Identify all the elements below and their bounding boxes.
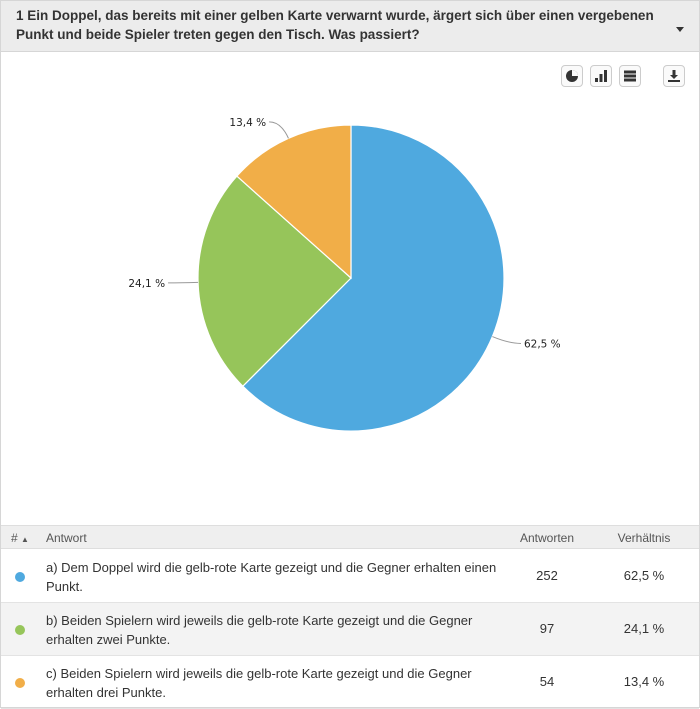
- table-row: c) Beiden Spielern wird jeweils die gelb…: [1, 656, 699, 709]
- ratio-header: Verhältnis: [617, 531, 671, 545]
- table-header: # ▲ Antwort Antworten Verhältnis: [1, 525, 699, 549]
- data-label: 24,1 %: [128, 278, 165, 290]
- table-row: b) Beiden Spielern wird jeweils die gelb…: [1, 603, 699, 656]
- download-button[interactable]: [663, 65, 685, 87]
- data-label: 13,4 %: [229, 117, 266, 129]
- download-icon: [668, 70, 680, 82]
- chart-area: 62,5 % 24,1 % 13,4 %: [1, 53, 699, 525]
- answer-count: 252: [536, 568, 558, 583]
- pie-chart-icon: [566, 70, 578, 82]
- data-label-connector: [492, 336, 521, 344]
- sort-caret-icon: ▲: [21, 535, 29, 544]
- sort-number-header[interactable]: # ▲: [11, 531, 29, 545]
- answer-count: 97: [539, 621, 555, 636]
- bar-chart-view-button[interactable]: [590, 65, 612, 87]
- question-header[interactable]: 1 Ein Doppel, das bereits mit einer gelb…: [1, 1, 699, 52]
- answer-count: 54: [539, 674, 555, 689]
- pie-chart: 62,5 % 24,1 % 13,4 %: [128, 117, 561, 432]
- pie-chart-view-button[interactable]: [561, 65, 583, 87]
- data-label-connector: [269, 121, 289, 139]
- answer-ratio: 13,4 %: [623, 674, 665, 689]
- data-label: 62,5 %: [524, 338, 561, 350]
- table-row: a) Dem Doppel wird die gelb-rote Karte g…: [1, 550, 699, 603]
- collapse-caret-icon[interactable]: [676, 27, 684, 32]
- pie-slice[interactable]: [197, 175, 352, 388]
- answer-header: Antwort: [46, 531, 87, 545]
- num-header-label: #: [11, 531, 18, 545]
- bar-chart-icon: [595, 70, 607, 82]
- legend-dot: [15, 678, 25, 688]
- legend-dot: [15, 572, 25, 582]
- data-label-connector: [168, 281, 199, 284]
- count-header: Antworten: [519, 531, 575, 545]
- table-icon: [624, 70, 636, 82]
- answer-ratio: 24,1 %: [623, 621, 665, 636]
- table-view-button[interactable]: [619, 65, 641, 87]
- answer-text: a) Dem Doppel wird die gelb-rote Karte g…: [46, 560, 497, 594]
- question-title: 1 Ein Doppel, das bereits mit einer gelb…: [16, 8, 654, 42]
- answer-text: c) Beiden Spielern wird jeweils die gelb…: [46, 666, 472, 700]
- answer-ratio: 62,5 %: [623, 568, 665, 583]
- pie-slice[interactable]: [241, 124, 505, 432]
- answer-text: b) Beiden Spielern wird jeweils die gelb…: [46, 613, 473, 647]
- pie-slice[interactable]: [236, 124, 352, 280]
- legend-dot: [15, 625, 25, 635]
